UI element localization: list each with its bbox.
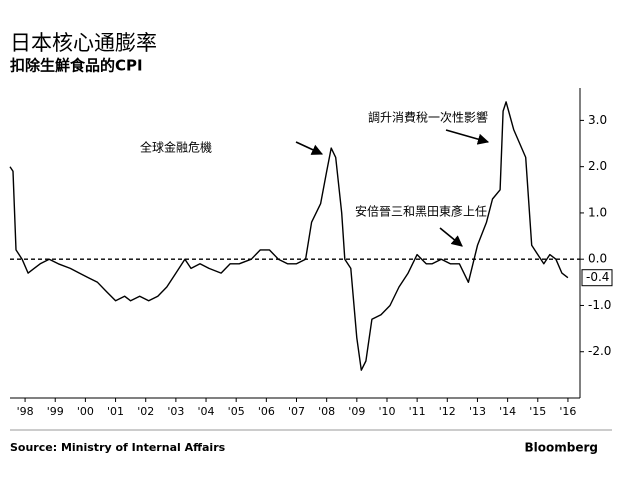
y-tick-label: 1.0	[588, 205, 607, 219]
x-tick-label: '15	[529, 405, 546, 418]
last-value-box	[581, 269, 613, 287]
annotation: 安倍晉三和黑田東彥上任	[355, 204, 487, 219]
x-tick-label: '02	[137, 405, 154, 418]
x-tick-label: '09	[348, 405, 365, 418]
brand: Bloomberg	[525, 441, 599, 455]
y-tick-label: 3.0	[588, 113, 607, 127]
arrow	[295, 141, 324, 155]
y-tick-label: -2.0	[588, 344, 611, 358]
x-tick-label: '01	[107, 405, 124, 418]
series-line	[9, 101, 569, 371]
arrow	[439, 227, 463, 247]
last-value-label: -0.4	[586, 270, 609, 284]
x-tick-label: '05	[228, 405, 245, 418]
y-tick-label: 2.0	[588, 159, 607, 173]
x-tick-label: '00	[77, 405, 94, 418]
y-tick-label: -1.0	[588, 298, 611, 312]
x-tick-label: '07	[288, 405, 305, 418]
chart-title: 日本核心通膨率	[10, 31, 157, 55]
x-tick-label: '99	[47, 405, 64, 418]
annotation: 調升消費稅一次性影響	[368, 110, 488, 125]
x-tick-label: '10	[378, 405, 395, 418]
x-tick-label: '03	[167, 405, 184, 418]
x-tick-label: '13	[469, 405, 486, 418]
chart-subtitle: 扣除生鮮食品的CPI	[10, 57, 143, 75]
x-tick-label: '12	[439, 405, 456, 418]
source: Source: Ministry of Internal Affairs	[10, 441, 226, 454]
y-tick-label: 0.0	[588, 252, 607, 266]
x-tick-label: '98	[17, 405, 34, 418]
x-tick-label: '16	[559, 405, 576, 418]
x-tick-label: '04	[198, 405, 215, 418]
annotation: 全球金融危機	[140, 140, 212, 155]
x-tick-label: '08	[318, 405, 335, 418]
arrow	[445, 129, 490, 145]
x-tick-label: '06	[258, 405, 275, 418]
x-tick-label: '11	[409, 405, 426, 418]
x-tick-label: '14	[499, 405, 516, 418]
